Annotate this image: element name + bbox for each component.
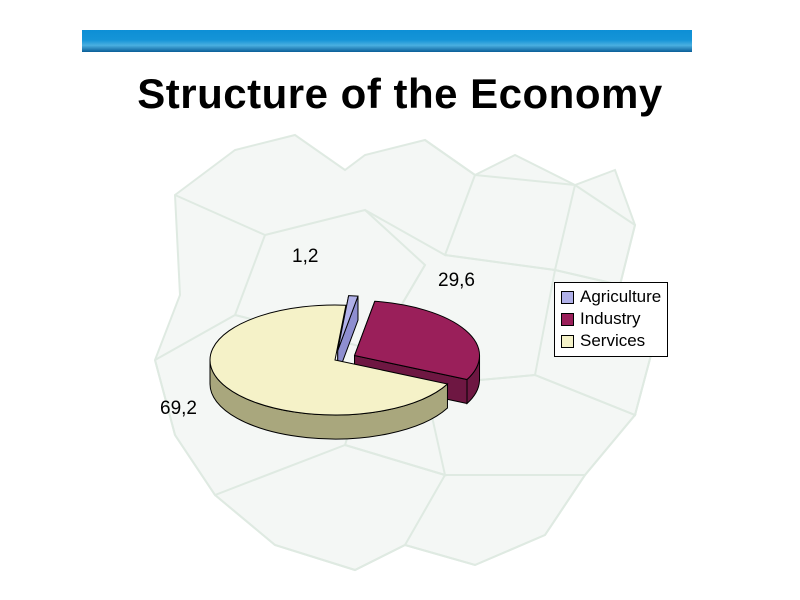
pie-chart bbox=[165, 270, 465, 450]
legend-label: Industry bbox=[580, 308, 640, 330]
legend-swatch bbox=[561, 291, 574, 304]
data-label-agriculture: 1,2 bbox=[292, 246, 318, 268]
legend-item-agriculture: Agriculture bbox=[561, 286, 661, 308]
data-label-services: 69,2 bbox=[160, 398, 197, 420]
page-title: Structure of the Economy bbox=[0, 70, 800, 118]
legend: Agriculture Industry Services bbox=[554, 282, 668, 357]
legend-label: Services bbox=[580, 330, 645, 352]
legend-swatch bbox=[561, 335, 574, 348]
legend-item-industry: Industry bbox=[561, 308, 661, 330]
data-label-industry: 29,6 bbox=[438, 270, 475, 292]
legend-item-services: Services bbox=[561, 330, 661, 352]
legend-label: Agriculture bbox=[580, 286, 661, 308]
top-accent-bar bbox=[82, 30, 692, 52]
legend-swatch bbox=[561, 313, 574, 326]
